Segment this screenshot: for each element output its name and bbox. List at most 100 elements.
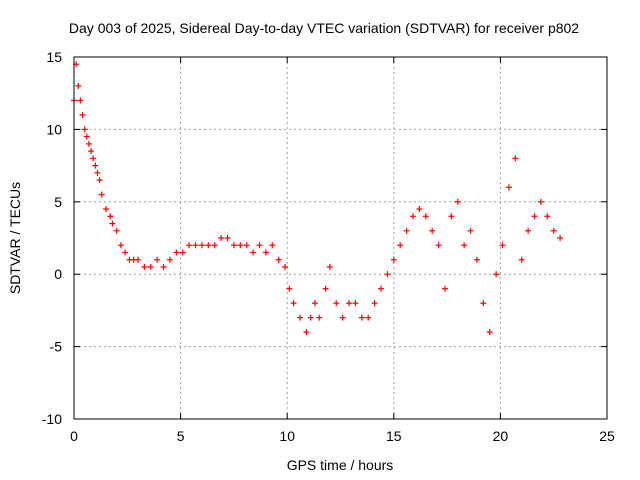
y-axis-title: SDTVAR / TECUs	[7, 182, 23, 294]
data-point	[94, 169, 101, 176]
data-point	[98, 191, 105, 198]
data-point	[429, 227, 436, 234]
data-point	[173, 249, 180, 256]
data-point	[107, 213, 114, 220]
data-point	[81, 126, 88, 133]
x-tick-label: 5	[177, 428, 185, 444]
y-tick-label: 15	[46, 49, 62, 65]
data-point	[448, 213, 455, 220]
data-point	[275, 256, 282, 263]
data-point	[83, 133, 90, 140]
data-point	[179, 249, 186, 256]
data-point	[296, 314, 303, 321]
data-point	[371, 300, 378, 307]
data-point	[435, 242, 442, 249]
data-point	[141, 263, 148, 270]
data-point	[311, 300, 318, 307]
data-point	[403, 227, 410, 234]
x-tick-label: 10	[279, 428, 295, 444]
data-point	[262, 249, 269, 256]
data-point	[256, 242, 263, 249]
data-point	[113, 227, 120, 234]
data-point	[333, 300, 340, 307]
data-point	[211, 242, 218, 249]
data-point	[88, 148, 95, 155]
data-point	[79, 111, 86, 118]
chart-title: Day 003 of 2025, Sidereal Day-to-day VTE…	[69, 20, 579, 36]
data-point	[409, 213, 416, 220]
data-point	[518, 256, 525, 263]
tick-labels: 0 5 10 15 20 25 -10 -5 0 5 10 15	[42, 49, 615, 444]
x-tick-label: 25	[599, 428, 615, 444]
data-point	[461, 242, 468, 249]
data-point	[192, 242, 199, 249]
data-point	[416, 206, 423, 213]
data-point	[224, 235, 231, 241]
data-point	[134, 256, 141, 263]
data-point	[166, 256, 173, 263]
y-tick-label: -5	[50, 339, 63, 355]
data-point	[286, 285, 293, 292]
data-point	[378, 285, 385, 292]
data-point	[339, 314, 346, 321]
data-point	[237, 242, 244, 249]
data-point	[230, 242, 237, 249]
x-tick-label: 0	[70, 428, 78, 444]
data-point	[303, 329, 310, 336]
data-point	[290, 300, 297, 307]
data-point	[467, 227, 474, 234]
x-axis-title: GPS time / hours	[287, 457, 394, 473]
data-point	[346, 300, 353, 307]
data-point	[322, 285, 329, 292]
data-point	[544, 213, 551, 220]
series-points	[71, 61, 564, 336]
data-point	[307, 314, 314, 321]
y-tick-label: 5	[54, 194, 62, 210]
y-tick-label: 10	[46, 121, 62, 137]
data-point	[480, 300, 487, 307]
data-point	[117, 242, 124, 249]
data-point	[493, 271, 500, 278]
data-point	[160, 263, 167, 270]
x-tick-label: 15	[386, 428, 402, 444]
data-point	[537, 198, 544, 205]
data-point	[454, 198, 461, 205]
data-point	[486, 329, 493, 336]
data-point	[525, 227, 532, 234]
data-point	[75, 82, 82, 89]
data-point	[422, 213, 429, 220]
data-point	[147, 263, 154, 270]
data-point	[316, 314, 323, 321]
data-point	[109, 220, 116, 227]
data-point	[250, 249, 257, 256]
data-point	[512, 155, 519, 162]
data-point	[550, 227, 557, 234]
data-point	[358, 314, 365, 321]
data-point	[397, 242, 404, 249]
data-point	[122, 249, 129, 256]
data-point	[441, 285, 448, 292]
data-point	[352, 300, 359, 307]
data-point	[85, 140, 92, 147]
data-point	[102, 206, 109, 213]
x-tick-label: 20	[493, 428, 509, 444]
data-point	[473, 256, 480, 263]
data-point	[499, 242, 506, 249]
data-point	[90, 155, 97, 162]
data-point	[92, 162, 99, 169]
data-point	[557, 235, 564, 241]
data-point	[96, 177, 103, 184]
data-point	[365, 314, 372, 321]
plot-frame	[73, 56, 608, 420]
data-point	[390, 256, 397, 263]
data-point	[282, 263, 289, 270]
y-tick-label: 0	[54, 266, 62, 282]
data-point	[243, 242, 250, 249]
data-point	[77, 97, 84, 104]
data-point	[218, 235, 225, 241]
data-point	[326, 263, 333, 270]
data-point	[269, 242, 276, 249]
data-point	[205, 242, 212, 249]
data-point	[186, 242, 193, 249]
